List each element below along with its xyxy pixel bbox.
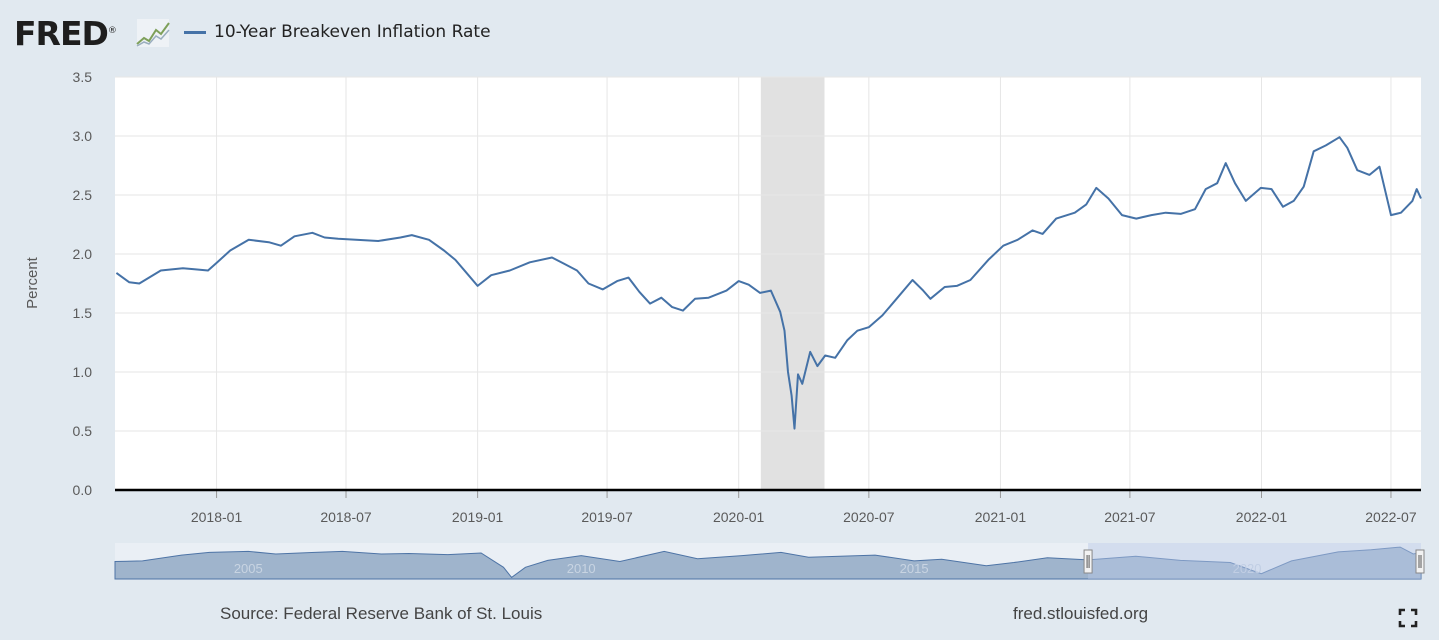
series-layer[interactable]: [115, 136, 1422, 430]
navigator-selected-range[interactable]: [1088, 543, 1421, 579]
y-tick-label: 0.5: [73, 423, 93, 439]
source-url[interactable]: fred.stlouisfed.org: [1013, 604, 1149, 623]
x-tick-label: 2018-07: [320, 509, 372, 525]
y-tick-label: 2.5: [73, 187, 93, 203]
navigator-year-labels: 2005 2010 2015 2020: [234, 561, 1262, 576]
chart-legend[interactable]: 10-Year Breakeven Inflation Rate: [184, 20, 491, 44]
source-credit: Source: Federal Reserve Bank of St. Loui…: [220, 604, 543, 623]
navigator-year-label: 2005: [234, 561, 263, 576]
range-navigator[interactable]: 2005 2010 2015 2020: [114, 543, 1425, 580]
navigator-area: [114, 546, 1422, 580]
x-tick-label: 2020-01: [713, 509, 765, 525]
navigator-selection[interactable]: [1083, 543, 1425, 579]
expand-corners-icon[interactable]: [1398, 608, 1418, 628]
y-tick-label: 3.5: [73, 69, 93, 85]
chart-header: FRED® 10-Year Breakeven Inflation Rate: [0, 0, 1439, 64]
navigator-year-label: 2010: [567, 561, 596, 576]
navigator-year-label: 2015: [900, 561, 929, 576]
x-tick-label: 2019-07: [581, 509, 633, 525]
navigator-left-handle[interactable]: [1083, 549, 1093, 574]
recession-shading: [760, 77, 825, 490]
x-tick-label: 2022-07: [1365, 509, 1417, 525]
line-graph-icon: [136, 19, 170, 47]
y-tick-label: 1.0: [73, 364, 93, 380]
navigator-right-handle[interactable]: [1415, 549, 1425, 574]
x-tick-labels: 2018-01 2018-07 2019-01 2019-07 2020-01 2020-…: [191, 509, 1417, 525]
navigator-year-label: 2020: [1233, 561, 1262, 576]
x-tick-label: 2019-01: [452, 509, 504, 525]
y-tick-label: 1.5: [73, 305, 93, 321]
handle-body: [1083, 549, 1093, 574]
x-tick-label: 2020-07: [843, 509, 895, 525]
x-tick-label: 2022-01: [1236, 509, 1288, 525]
navigator-series: [114, 546, 1422, 580]
y-tick-labels: 0.0 0.5 1.0 1.5 2.0 2.5 3.0 3.5: [73, 69, 93, 498]
registered-mark: ®: [107, 26, 117, 36]
x-tick-label: 2021-01: [975, 509, 1027, 525]
series-line[interactable]: [115, 136, 1422, 430]
y-tick-label: 0.0: [73, 482, 93, 498]
handle-body: [1415, 549, 1425, 574]
logo-wordmark: FRED: [14, 14, 109, 53]
x-tick-label: 2018-01: [191, 509, 243, 525]
recession-layer: [760, 77, 825, 490]
y-axis-label: Percent: [24, 256, 41, 309]
y-tick-label: 2.0: [73, 246, 93, 262]
x-tick-label: 2021-07: [1104, 509, 1156, 525]
legend-label: 10-Year Breakeven Inflation Rate: [214, 22, 491, 42]
legend-swatch: [184, 30, 206, 34]
y-tick-label: 3.0: [73, 128, 93, 144]
fred-logo[interactable]: FRED®: [14, 11, 117, 54]
